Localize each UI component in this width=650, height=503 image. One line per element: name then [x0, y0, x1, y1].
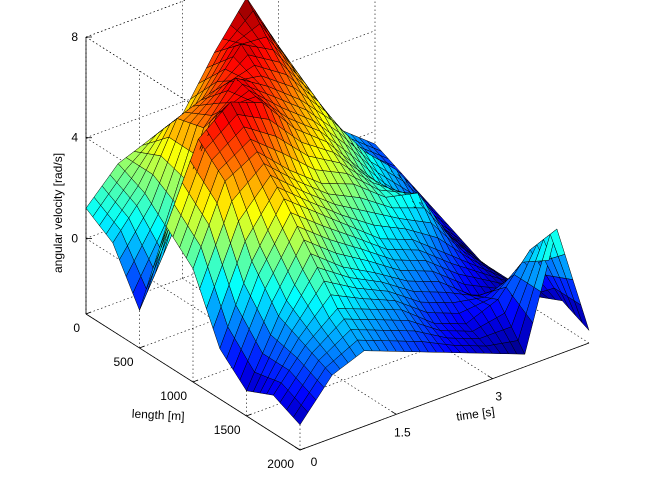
y-axis-label: length [m]	[132, 407, 185, 424]
z-tick-label: 4	[71, 131, 78, 145]
grid-line	[85, 30, 376, 139]
z-axis-label: angular velocity [rad/s]	[51, 153, 65, 273]
y-tick-label: 1000	[160, 389, 187, 403]
x-tick-label: 0	[311, 455, 318, 469]
z-tick-label: 8	[71, 30, 78, 44]
z-tick-label: 0	[71, 231, 78, 245]
y-tick-label: 500	[113, 355, 133, 369]
surface-patch	[573, 300, 590, 331]
y-tick-mark	[246, 413, 252, 417]
y-tick-mark	[192, 379, 199, 383]
y-tick-mark	[139, 345, 145, 349]
x-tick-mark	[487, 375, 493, 380]
y-tick-label: 1500	[214, 423, 241, 437]
y-tick-label: 0	[73, 321, 80, 335]
x-axis-label: time [s]	[455, 404, 495, 423]
x-tick-mark	[391, 410, 397, 415]
surface-mesh	[85, 0, 590, 426]
tick-labels: 0 500 1000 1500 2000 0 1.5 3 0 4 8	[71, 30, 502, 471]
y-tick-label: 2000	[267, 457, 294, 471]
y-tick-mark	[299, 447, 306, 451]
x-tick-mark	[294, 446, 301, 451]
x-tick-label: 3	[495, 390, 502, 404]
y-tick-mark	[85, 311, 92, 315]
x-axis-line	[299, 342, 590, 451]
x-tick-label: 1.5	[394, 425, 411, 439]
